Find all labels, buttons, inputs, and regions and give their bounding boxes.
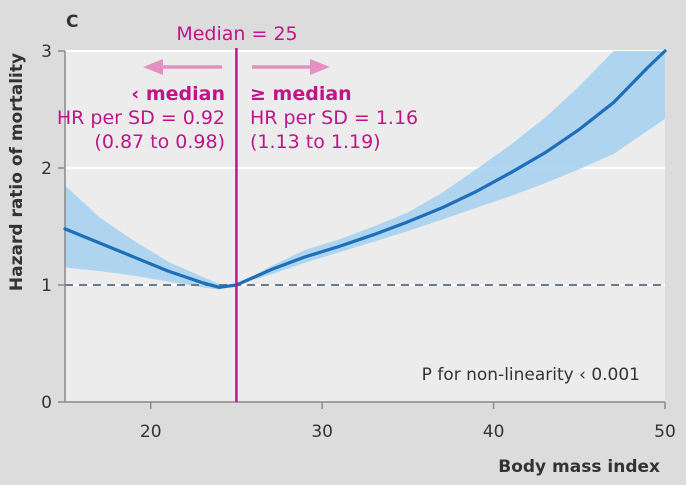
x-ticks: 20 30 40 50 (140, 402, 676, 442)
left-median-label: ‹ median (131, 83, 225, 105)
x-tick-label-20: 20 (140, 422, 162, 442)
y-axis-title: Hazard ratio of mortality (7, 53, 27, 291)
y-tick-label-2: 2 (41, 159, 52, 179)
y-ticks: 0 1 2 3 (41, 42, 65, 413)
y-tick-label-3: 3 (41, 42, 52, 62)
y-tick-label-1: 1 (41, 276, 52, 296)
left-ci-label: (0.87 to 0.98) (94, 131, 225, 153)
x-tick-label-30: 30 (311, 422, 333, 442)
hazard-ratio-line (63, 49, 667, 289)
median-label: Median = 25 (176, 23, 297, 45)
left-arrow-head (143, 59, 163, 75)
x-tick-label-40: 40 (483, 422, 505, 442)
right-ci-label: (1.13 to 1.19) (250, 131, 381, 153)
y-tick-label-0: 0 (41, 393, 52, 413)
median-arrows (143, 59, 330, 75)
right-hr-label: HR per SD = 1.16 (250, 107, 418, 129)
x-axis-title: Body mass index (498, 457, 660, 477)
panel-label: C (66, 12, 78, 32)
x-tick-label-50: 50 (654, 422, 676, 442)
p-nonlinearity-note: P for non-linearity ‹ 0.001 (422, 365, 640, 385)
confidence-band (65, 51, 665, 290)
left-hr-label: HR per SD = 0.92 (57, 107, 225, 129)
right-median-label: ≥ median (250, 83, 352, 105)
right-arrow-head (310, 59, 330, 75)
